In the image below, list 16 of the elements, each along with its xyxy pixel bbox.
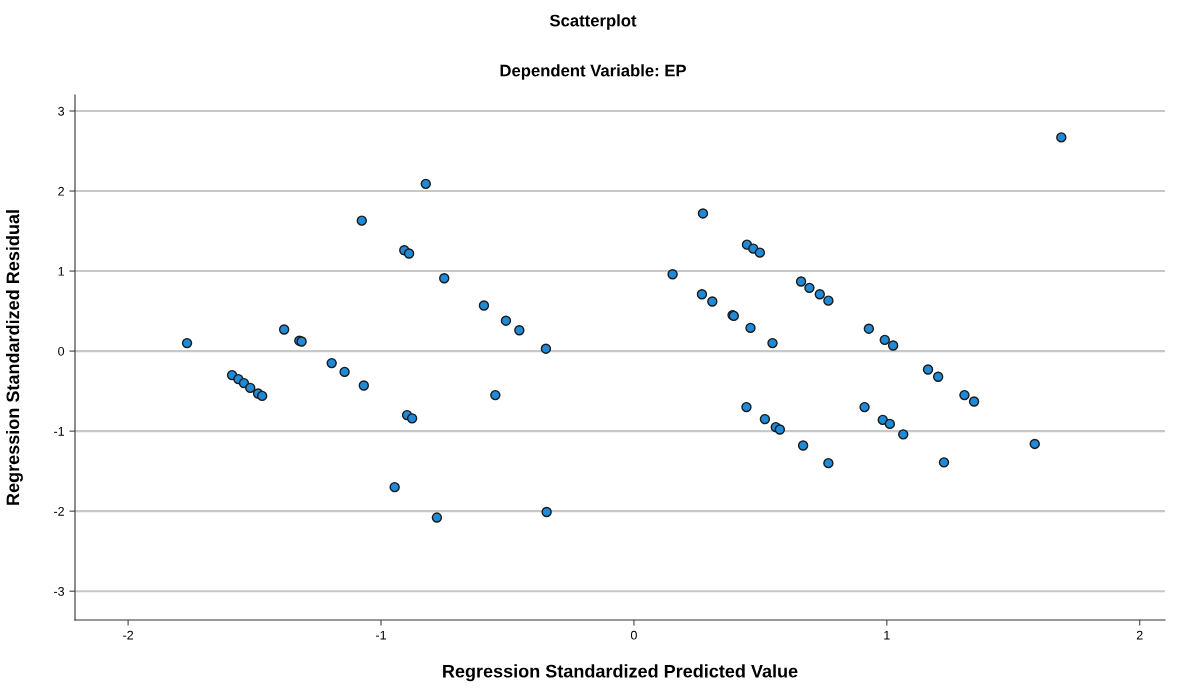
- x-tick-label: -2: [123, 630, 134, 640]
- x-tick-label: 1: [884, 630, 890, 640]
- x-tick-label: 0: [630, 630, 637, 640]
- chart-subtitle: Dependent Variable: EP: [500, 64, 686, 80]
- y-tick-label: 2: [58, 186, 64, 196]
- y-tick-label: -1: [54, 427, 64, 436]
- x-tick-label: 2: [1136, 630, 1143, 640]
- y-tick-label: 1: [58, 267, 64, 276]
- y-tick-label: -3: [54, 586, 65, 596]
- y-axis-title: Regression Standardized Residual: [6, 210, 23, 505]
- x-tick-label: -1: [376, 630, 386, 640]
- x-axis-title: Regression Standardized Predicted Value: [443, 664, 798, 682]
- chart-title: Scatterplot: [549, 14, 637, 30]
- y-tick-label: -2: [54, 506, 64, 516]
- y-tick-label: 0: [58, 346, 65, 356]
- y-tick-label: 3: [58, 106, 65, 116]
